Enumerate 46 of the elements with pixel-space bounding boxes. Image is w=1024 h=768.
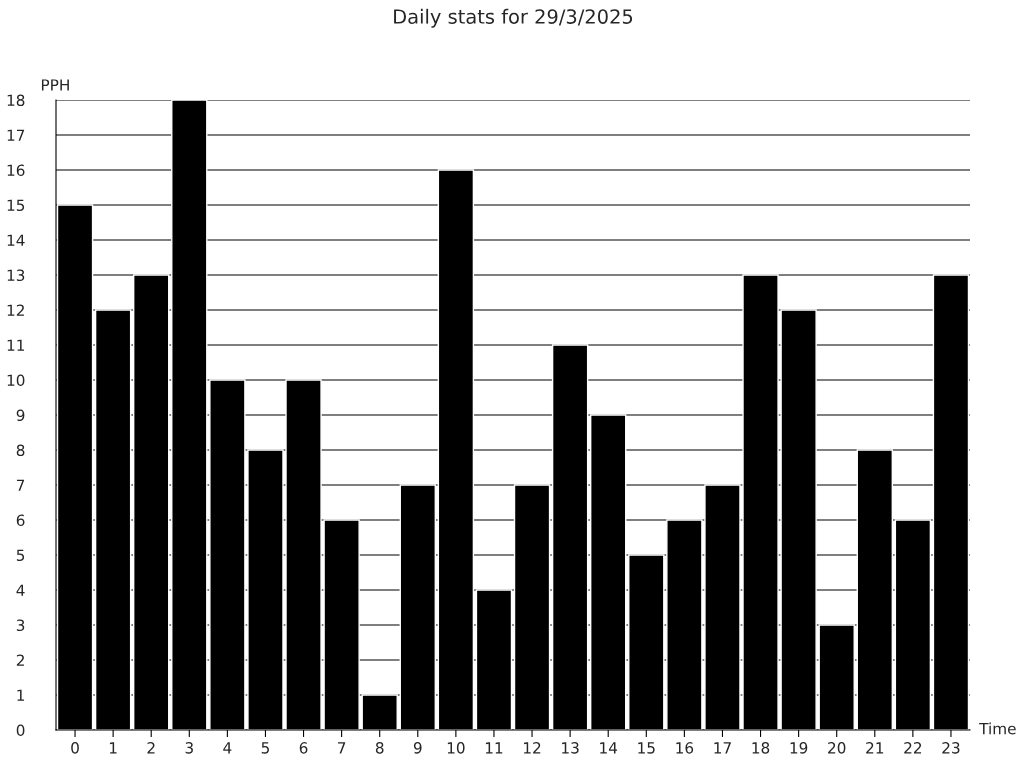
x-tick-label: 2 bbox=[147, 742, 155, 754]
x-tick-label: 9 bbox=[413, 742, 422, 754]
y-tick-label: 12 bbox=[7, 304, 24, 316]
x-tick-label: 17 bbox=[714, 742, 731, 754]
x-tick-label: 10 bbox=[447, 742, 465, 754]
x-tick-label: 8 bbox=[375, 742, 384, 754]
x-tick-label: 3 bbox=[185, 742, 193, 754]
y-tick-label: 11 bbox=[7, 339, 25, 351]
x-tick-label: 15 bbox=[638, 742, 655, 754]
y-tick-label: 14 bbox=[7, 234, 25, 246]
y-tick-label: 16 bbox=[7, 164, 25, 177]
y-tick-label: 4 bbox=[16, 584, 25, 596]
y-tick-label: 1 bbox=[17, 689, 25, 701]
x-tick-label: 23 bbox=[942, 742, 960, 754]
x-tick-label: 20 bbox=[828, 742, 846, 754]
x-tick-label: 0 bbox=[71, 742, 79, 754]
y-axis-title: PPH bbox=[41, 79, 69, 91]
x-tick-label: 18 bbox=[752, 742, 770, 754]
x-tick-label: 12 bbox=[524, 742, 541, 754]
x-tick-label: 22 bbox=[904, 742, 922, 754]
x-tick-label: 14 bbox=[600, 742, 618, 754]
x-tick-label: 16 bbox=[676, 742, 694, 754]
y-tick-label: 6 bbox=[16, 514, 25, 527]
x-tick-label: 13 bbox=[562, 742, 579, 754]
x-tick-label: 11 bbox=[485, 742, 503, 754]
x-tick-label: 5 bbox=[261, 742, 269, 754]
y-tick-label: 13 bbox=[7, 269, 25, 282]
x-tick-label: 19 bbox=[790, 742, 808, 754]
y-tick-label: 18 bbox=[7, 94, 25, 107]
y-tick-label: 7 bbox=[16, 479, 25, 491]
y-tick-label: 15 bbox=[7, 199, 25, 212]
y-tick-label: 5 bbox=[16, 549, 25, 562]
x-tick-label: 7 bbox=[338, 742, 346, 754]
y-tick-label: 9 bbox=[16, 409, 25, 422]
y-tick-label: 17 bbox=[7, 129, 25, 141]
y-tick-label: 3 bbox=[16, 619, 25, 632]
y-tick-label: 10 bbox=[7, 374, 25, 387]
y-tick-label: 0 bbox=[16, 724, 25, 737]
chart-title: Daily stats for 29/3/2025 bbox=[394, 8, 633, 28]
x-tick-label: 4 bbox=[223, 742, 232, 754]
x-tick-label: 6 bbox=[299, 742, 308, 754]
y-tick-label: 8 bbox=[16, 444, 25, 457]
y-tick-label: 2 bbox=[16, 654, 24, 666]
x-axis-title: Time bbox=[979, 722, 1016, 735]
x-tick-label: 1 bbox=[109, 742, 117, 754]
x-tick-label: 21 bbox=[866, 742, 884, 754]
